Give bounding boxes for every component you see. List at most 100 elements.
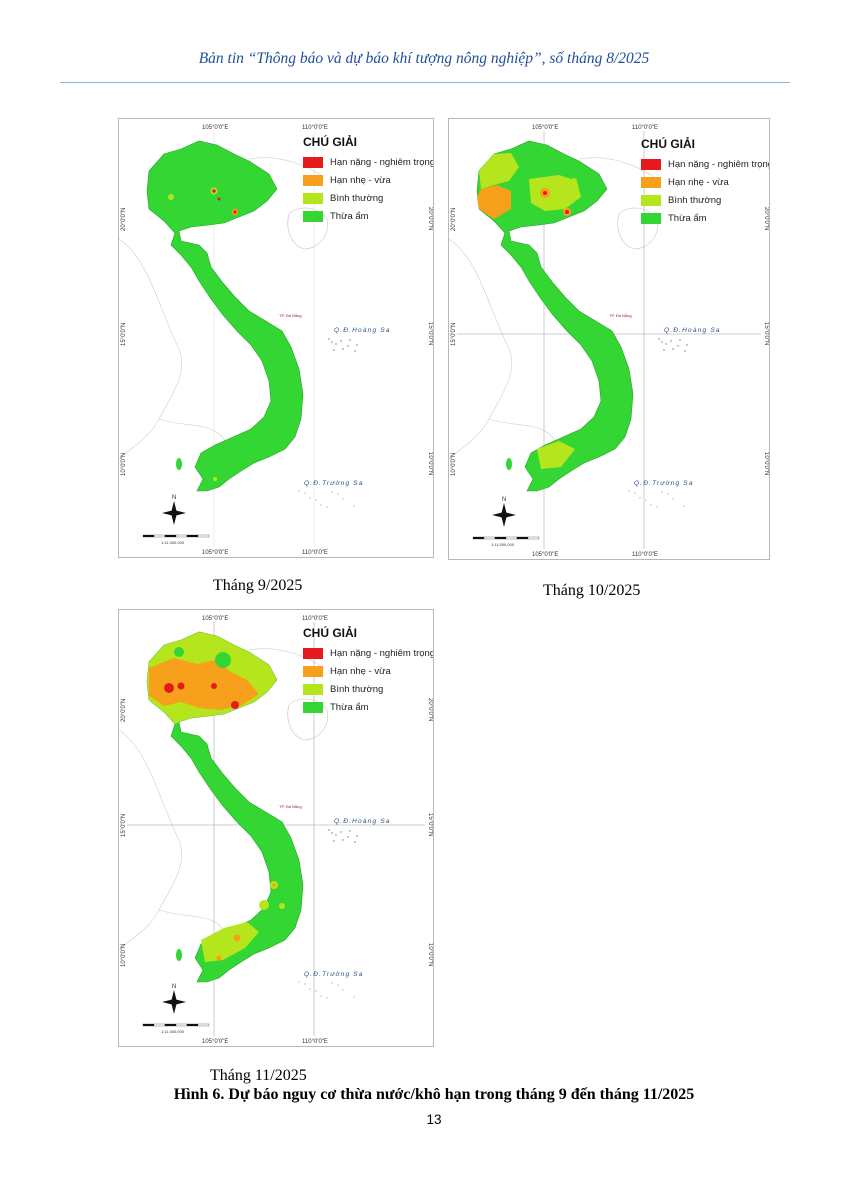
severe-drought-spot bbox=[211, 683, 217, 689]
lon-label-105-top: 105°0'0"E bbox=[532, 125, 558, 131]
severe-drought-spot bbox=[217, 197, 221, 201]
map-legend: CHÚ GIẢI Hạn nặng - nghiêm trọng Hạn nhẹ -… bbox=[303, 135, 433, 227]
legend-swatch bbox=[303, 193, 323, 204]
legend-label: Bình thường bbox=[330, 193, 384, 204]
border-china bbox=[248, 157, 325, 178]
lat-label-10-right: 10°0'0"N bbox=[427, 452, 433, 475]
severe-drought-spot bbox=[164, 683, 174, 693]
lon-label-110-top: 110°0'0"E bbox=[632, 125, 658, 131]
light-drought-zone bbox=[149, 658, 259, 710]
lat-label-10-left: 10°0'0"N bbox=[451, 453, 457, 476]
scale-bar-label: 1:11,000,000 bbox=[161, 540, 185, 545]
legend-label: Bình thường bbox=[668, 195, 722, 206]
scale-bar: 1:11,000,000 bbox=[142, 1023, 210, 1034]
border-laos bbox=[119, 238, 183, 460]
lat-label-15-left: 15°0'0"N bbox=[121, 814, 127, 837]
legend-swatch bbox=[641, 213, 661, 224]
label-truong-sa: Q.Đ.Trường Sa bbox=[634, 480, 694, 487]
figure-title: Hình 6. Dự báo nguy cơ thừa nước/khô hạn… bbox=[173, 1086, 695, 1103]
legend-item: Thừa ẩm bbox=[641, 211, 769, 226]
legend-item: Hạn nặng - nghiêm trọng bbox=[303, 646, 434, 661]
lat-label-20-right: 20°0'0"N bbox=[427, 698, 433, 721]
caption-september: Tháng 9/2025 bbox=[213, 577, 303, 594]
scale-bar: 1:11,000,000 bbox=[142, 534, 210, 545]
lon-label-110-bottom: 110°0'0"E bbox=[632, 552, 658, 558]
lon-label-105-top: 105°0'0"E bbox=[202, 125, 228, 131]
normal-zone bbox=[259, 900, 269, 910]
label-hoang-sa: Q.Đ.Hoàng Sa bbox=[334, 818, 391, 825]
legend-item: Hạn nặng - nghiêm trọng bbox=[641, 157, 770, 172]
lat-label-20-left: 20°0'0"N bbox=[121, 208, 127, 231]
north-arrow-icon: N bbox=[492, 497, 516, 527]
hainan-island bbox=[287, 207, 329, 250]
header-divider bbox=[60, 82, 790, 83]
legend-swatch bbox=[303, 666, 323, 677]
surplus-moisture-zone bbox=[174, 647, 184, 657]
legend-swatch bbox=[641, 177, 661, 188]
lon-label-110-bottom: 110°0'0"E bbox=[302, 550, 328, 556]
map-legend: CHÚ GIẢI Hạn nặng - nghiêm trọng Hạn nhẹ -… bbox=[303, 626, 434, 718]
surplus-moisture-zone bbox=[215, 652, 231, 668]
vietnam-landmass bbox=[476, 140, 634, 492]
legend-label: Thừa ẩm bbox=[330, 211, 369, 222]
legend-label: Hạn nhẹ - vừa bbox=[330, 666, 391, 677]
map-september: 105°0'0"E 110°0'0"E 105°0'0"E 110°0'0"E 20°0… bbox=[118, 118, 434, 558]
severe-drought-spot bbox=[177, 682, 185, 690]
legend-label: Hạn nặng - nghiêm trọng bbox=[668, 159, 770, 170]
legend-item: Hạn nhẹ - vừa bbox=[641, 175, 769, 190]
label-hoang-sa: Q.Đ.Hoàng Sa bbox=[334, 327, 391, 334]
lat-label-20-right: 20°0'0"N bbox=[427, 207, 433, 230]
legend-swatch bbox=[303, 648, 323, 659]
legend-label: Hạn nặng - nghiêm trọng bbox=[330, 648, 434, 659]
map-legend: CHÚ GIẢI Hạn nặng - nghiêm trọng Hạn nhẹ -… bbox=[641, 137, 770, 229]
page-number: 13 bbox=[426, 1112, 442, 1127]
north-arrow-icon: N bbox=[162, 984, 186, 1014]
legend-item: Bình thường bbox=[303, 682, 433, 697]
scale-bar-label: 1:11,000,000 bbox=[161, 1029, 185, 1034]
north-arrow-icon: N bbox=[162, 495, 186, 525]
legend-title: CHÚ GIẢI bbox=[303, 135, 357, 149]
lat-label-15-right: 15°0'0"N bbox=[427, 322, 433, 345]
normal-zone bbox=[168, 194, 174, 200]
legend-item: Thừa ẩm bbox=[303, 700, 433, 715]
north-arrow-label: N bbox=[172, 984, 176, 990]
legend-swatch bbox=[641, 195, 661, 206]
normal-zone bbox=[529, 175, 581, 211]
legend-label: Hạn nhẹ - vừa bbox=[668, 177, 729, 188]
bulletin-header: Bản tin “Thông báo và dự báo khí tượng n… bbox=[198, 50, 650, 67]
light-drought-zone bbox=[477, 185, 511, 219]
legend-label: Hạn nhẹ - vừa bbox=[330, 175, 391, 186]
legend-label: Thừa ẩm bbox=[668, 213, 707, 224]
lat-label-10-left: 10°0'0"N bbox=[121, 944, 127, 967]
lat-label-10-left: 10°0'0"N bbox=[121, 453, 127, 476]
lat-label-20-right: 20°0'0"N bbox=[763, 207, 769, 230]
legend-label: Thừa ẩm bbox=[330, 702, 369, 713]
lon-label-105-bottom: 105°0'0"E bbox=[202, 1039, 228, 1045]
legend-item: Thừa ẩm bbox=[303, 209, 433, 224]
lat-label-15-right: 15°0'0"N bbox=[763, 322, 769, 345]
lat-label-20-left: 20°0'0"N bbox=[451, 208, 457, 231]
severe-drought-spot bbox=[233, 210, 237, 214]
severe-drought-spot bbox=[543, 191, 547, 195]
map-canvas: 105°0'0"E 110°0'0"E 105°0'0"E 110°0'0"E 20°0… bbox=[119, 616, 433, 1045]
label-hoang-sa: Q.Đ.Hoàng Sa bbox=[664, 327, 721, 334]
legend-item: Hạn nhẹ - vừa bbox=[303, 664, 433, 679]
scale-bar-label: 1:11,000,000 bbox=[491, 542, 515, 547]
severe-drought-spot bbox=[212, 189, 216, 193]
lon-label-110-top: 110°0'0"E bbox=[302, 616, 328, 622]
legend-label: Bình thường bbox=[330, 684, 384, 695]
north-arrow-label: N bbox=[502, 497, 506, 503]
legend-swatch bbox=[303, 175, 323, 186]
lat-label-15-left: 15°0'0"N bbox=[121, 323, 127, 346]
border-china bbox=[248, 648, 325, 669]
light-drought-spot bbox=[233, 934, 241, 942]
legend-swatch bbox=[303, 684, 323, 695]
legend-item: Bình thường bbox=[641, 193, 769, 208]
legend-swatch bbox=[641, 159, 661, 170]
legend-item: Hạn nhẹ - vừa bbox=[303, 173, 433, 188]
severe-drought-spot bbox=[565, 210, 569, 214]
lon-label-110-bottom: 110°0'0"E bbox=[302, 1039, 328, 1045]
phu-quoc-island bbox=[506, 458, 512, 470]
border-laos bbox=[449, 238, 513, 460]
legend-title: CHÚ GIẢI bbox=[303, 626, 357, 640]
